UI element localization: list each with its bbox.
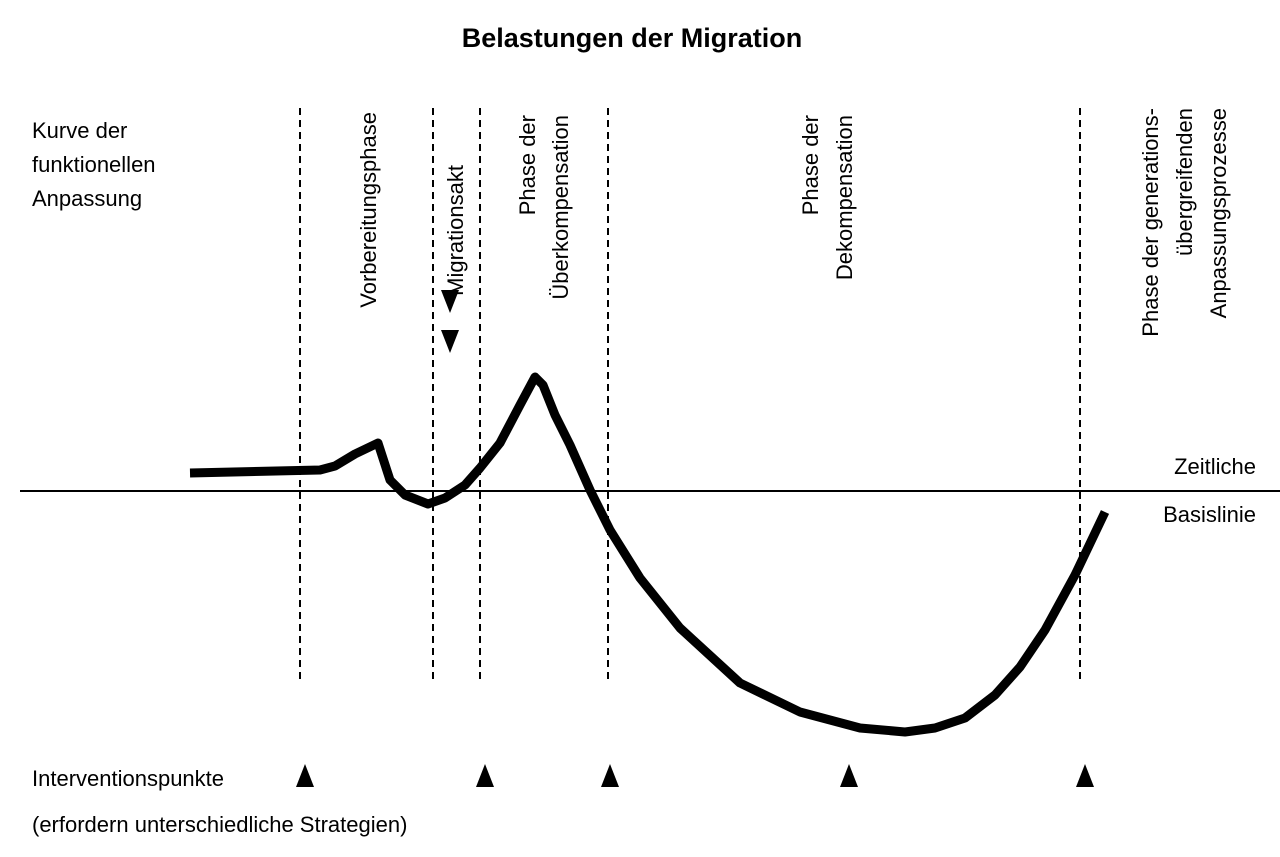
intervention-label: (erfordern unterschiedliche Strategien) <box>32 812 407 837</box>
intervention-marker <box>601 764 619 787</box>
phase-label: Phase der <box>515 115 540 215</box>
intervention-label: Interventionspunkte <box>32 766 224 791</box>
intervention-marker <box>296 764 314 787</box>
phase-label: Migrationsakt <box>443 165 468 296</box>
phase-label: übergreifenden <box>1172 108 1197 256</box>
phase-dividers <box>299 108 1081 680</box>
arrow-icon <box>441 290 459 313</box>
curve-label: Anpassung <box>32 186 142 211</box>
baseline-label: Basislinie <box>1163 502 1256 527</box>
phase-label: Dekompensation <box>832 115 857 280</box>
phase-label: Vorbereitungsphase <box>356 112 381 308</box>
phase-label: Phase der generations- <box>1138 108 1163 337</box>
curve-label: funktionellen <box>32 152 156 177</box>
intervention-marker <box>840 764 858 787</box>
baseline-label: Zeitliche <box>1174 454 1256 479</box>
phase-label: Überkompensation <box>548 115 573 300</box>
intervention-markers <box>296 764 1094 787</box>
adaptation-curve <box>189 372 1110 737</box>
phase-label: Phase der <box>798 115 823 215</box>
title: Belastungen der Migration <box>462 23 803 53</box>
phase-label: Anpassungsprozesse <box>1206 108 1231 318</box>
arrow-icon <box>441 330 459 353</box>
curve-label: Kurve der <box>32 118 127 143</box>
intervention-marker <box>1076 764 1094 787</box>
intervention-marker <box>476 764 494 787</box>
